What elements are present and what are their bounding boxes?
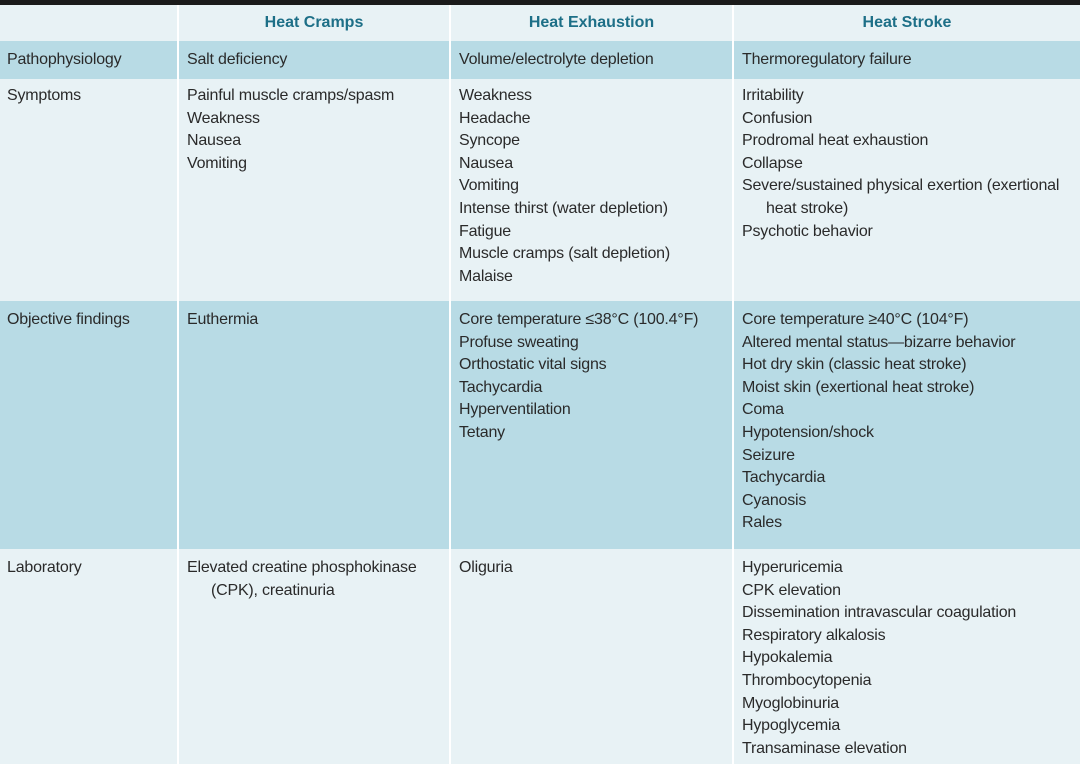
cell-line: Weakness xyxy=(459,87,532,104)
cell-heat-exhaustion: Weakness Headache Syncope Nausea Vomitin… xyxy=(450,79,734,301)
cell-line: Intense thirst (water depletion) xyxy=(459,199,668,217)
cell-line: Nausea xyxy=(187,132,241,150)
cell-line: Core temperature ≥40°C (104°F) xyxy=(742,311,969,328)
cell-line: Fatigue xyxy=(459,222,511,240)
row-laboratory: Laboratory Elevated creatine phosphokina… xyxy=(0,549,1080,764)
cell-line: Seizure xyxy=(742,446,795,464)
cell-line: Weakness xyxy=(187,109,260,127)
cell-line: Myoglobinuria xyxy=(742,694,840,712)
cell-line: Oliguria xyxy=(459,559,513,576)
cell-line: Vomiting xyxy=(187,154,247,172)
cell-line: Salt deficiency xyxy=(187,51,288,68)
cell-line: Malaise xyxy=(459,267,513,285)
cell-heat-stroke: Hyperuricemia CPK elevation Disseminatio… xyxy=(733,549,1080,764)
cell-line: CPK elevation xyxy=(742,581,841,599)
row-label: Pathophysiology xyxy=(0,41,179,79)
cell-heat-stroke: Irritability Confusion Prodromal heat ex… xyxy=(733,79,1080,301)
cell-heat-exhaustion: Volume/electrolyte depletion xyxy=(450,41,734,79)
cell-line: Moist skin (exertional heat stroke) xyxy=(742,378,975,396)
cell-line: Altered mental status—bizarre behavior xyxy=(742,333,1016,351)
cell-line: Cyanosis xyxy=(742,491,807,509)
header-heat-exhaustion: Heat Exhaustion xyxy=(450,5,734,41)
cell-line: Psychotic behavior xyxy=(742,222,873,240)
cell-line: Core temperature ≤38°C (100.4°F) xyxy=(459,311,699,328)
cell-line: Headache xyxy=(459,109,531,127)
cell-heat-exhaustion: Core temperature ≤38°C (100.4°F) Profuse… xyxy=(450,301,734,549)
cell-line: Hypoglycemia xyxy=(742,717,841,735)
header-heat-stroke: Heat Stroke xyxy=(733,5,1080,41)
cell-line: Hyperuricemia xyxy=(742,559,843,576)
cell-line: Tachycardia xyxy=(459,378,543,396)
cell-line: Vomiting xyxy=(459,177,519,195)
cell-line: Irritability xyxy=(742,87,804,104)
cell-line: Transaminase elevation xyxy=(742,739,907,757)
cell-line: Tachycardia xyxy=(742,469,826,487)
cell-heat-stroke: Core temperature ≥40°C (104°F) Altered m… xyxy=(733,301,1080,549)
cell-line: Respiratory alkalosis xyxy=(742,626,886,644)
cell-line: Rales xyxy=(742,514,782,532)
row-label: Objective findings xyxy=(0,301,179,549)
cell-line: Muscle cramps (salt depletion) xyxy=(459,245,670,263)
cell-line: Collapse xyxy=(742,154,803,172)
cell-line: Hyperventilation xyxy=(459,401,571,419)
row-label: Symptoms xyxy=(0,79,179,301)
cell-line: Coma xyxy=(742,401,784,419)
cell-line: Confusion xyxy=(742,109,813,127)
header-corner xyxy=(0,5,179,41)
cell-line: Prodromal heat exhaustion xyxy=(742,132,929,150)
row-pathophysiology: Pathophysiology Salt deficiency Volume/e… xyxy=(0,41,1080,79)
row-objective-findings: Objective findings Euthermia Core temper… xyxy=(0,301,1080,549)
cell-line: Thrombocytopenia xyxy=(742,671,872,689)
cell-line: Volume/electrolyte depletion xyxy=(459,51,654,68)
cell-line: Profuse sweating xyxy=(459,333,579,351)
cell-line: Dissemination intravascular coagulation xyxy=(742,604,1017,622)
cell-line: Hypotension/shock xyxy=(742,423,874,441)
cell-heat-cramps: Euthermia xyxy=(178,301,451,549)
cell-line: Tetany xyxy=(459,423,505,441)
cell-heat-stroke: Thermoregulatory failure xyxy=(733,41,1080,79)
cell-line: Syncope xyxy=(459,132,520,150)
header-heat-cramps: Heat Cramps xyxy=(178,5,451,41)
cell-heat-cramps: Painful muscle cramps/spasm Weakness Nau… xyxy=(178,79,451,301)
cell-line: Nausea xyxy=(459,154,513,172)
row-label: Laboratory xyxy=(0,549,179,764)
row-symptoms: Symptoms Painful muscle cramps/spasm Wea… xyxy=(0,79,1080,301)
heat-illness-table: Heat Cramps Heat Exhaustion Heat Stroke … xyxy=(0,5,1080,764)
cell-line: Painful muscle cramps/spasm xyxy=(187,87,395,104)
cell-line: Hot dry skin (classic heat stroke) xyxy=(742,356,967,374)
cell-heat-exhaustion: Oliguria xyxy=(450,549,734,764)
cell-line: Hypokalemia xyxy=(742,649,833,667)
header-row: Heat Cramps Heat Exhaustion Heat Stroke xyxy=(0,5,1080,41)
cell-line: Thermoregulatory failure xyxy=(742,51,912,68)
cell-line: Euthermia xyxy=(187,311,259,328)
cell-heat-cramps: Elevated creatine phosphokinase (CPK), c… xyxy=(178,549,451,764)
heat-illness-table-frame: Heat Cramps Heat Exhaustion Heat Stroke … xyxy=(0,5,1080,764)
cell-line: Elevated creatine phosphokinase (CPK), c… xyxy=(187,559,417,599)
cell-line: Severe/sustained physical exertion (exer… xyxy=(742,177,1060,217)
cell-heat-cramps: Salt deficiency xyxy=(178,41,451,79)
cell-line: Orthostatic vital signs xyxy=(459,356,607,374)
